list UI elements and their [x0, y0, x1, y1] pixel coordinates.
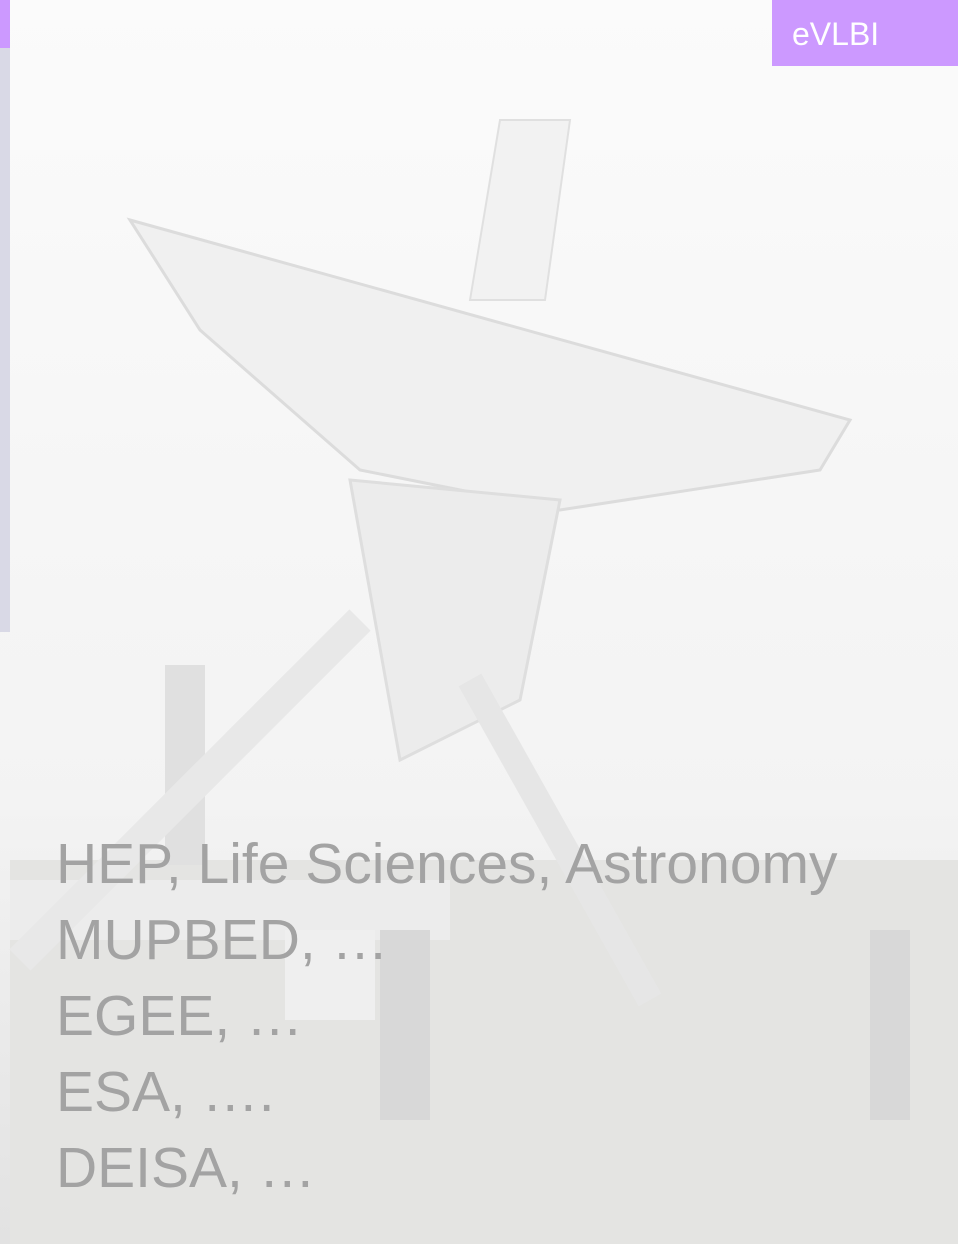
bullet-line: ESA, …. — [56, 1054, 838, 1130]
bullet-line: MUPBED, … — [56, 902, 838, 978]
bullet-line: DEISA, … — [56, 1130, 838, 1206]
section-badge: eVLBI — [772, 0, 958, 66]
bullet-line: HEP, Life Sciences, Astronomy — [56, 826, 838, 902]
bullet-line: EGEE, … — [56, 978, 838, 1054]
slide: eVLBI HEP, Life Sciences, AstronomyMUPBE… — [0, 0, 958, 1244]
